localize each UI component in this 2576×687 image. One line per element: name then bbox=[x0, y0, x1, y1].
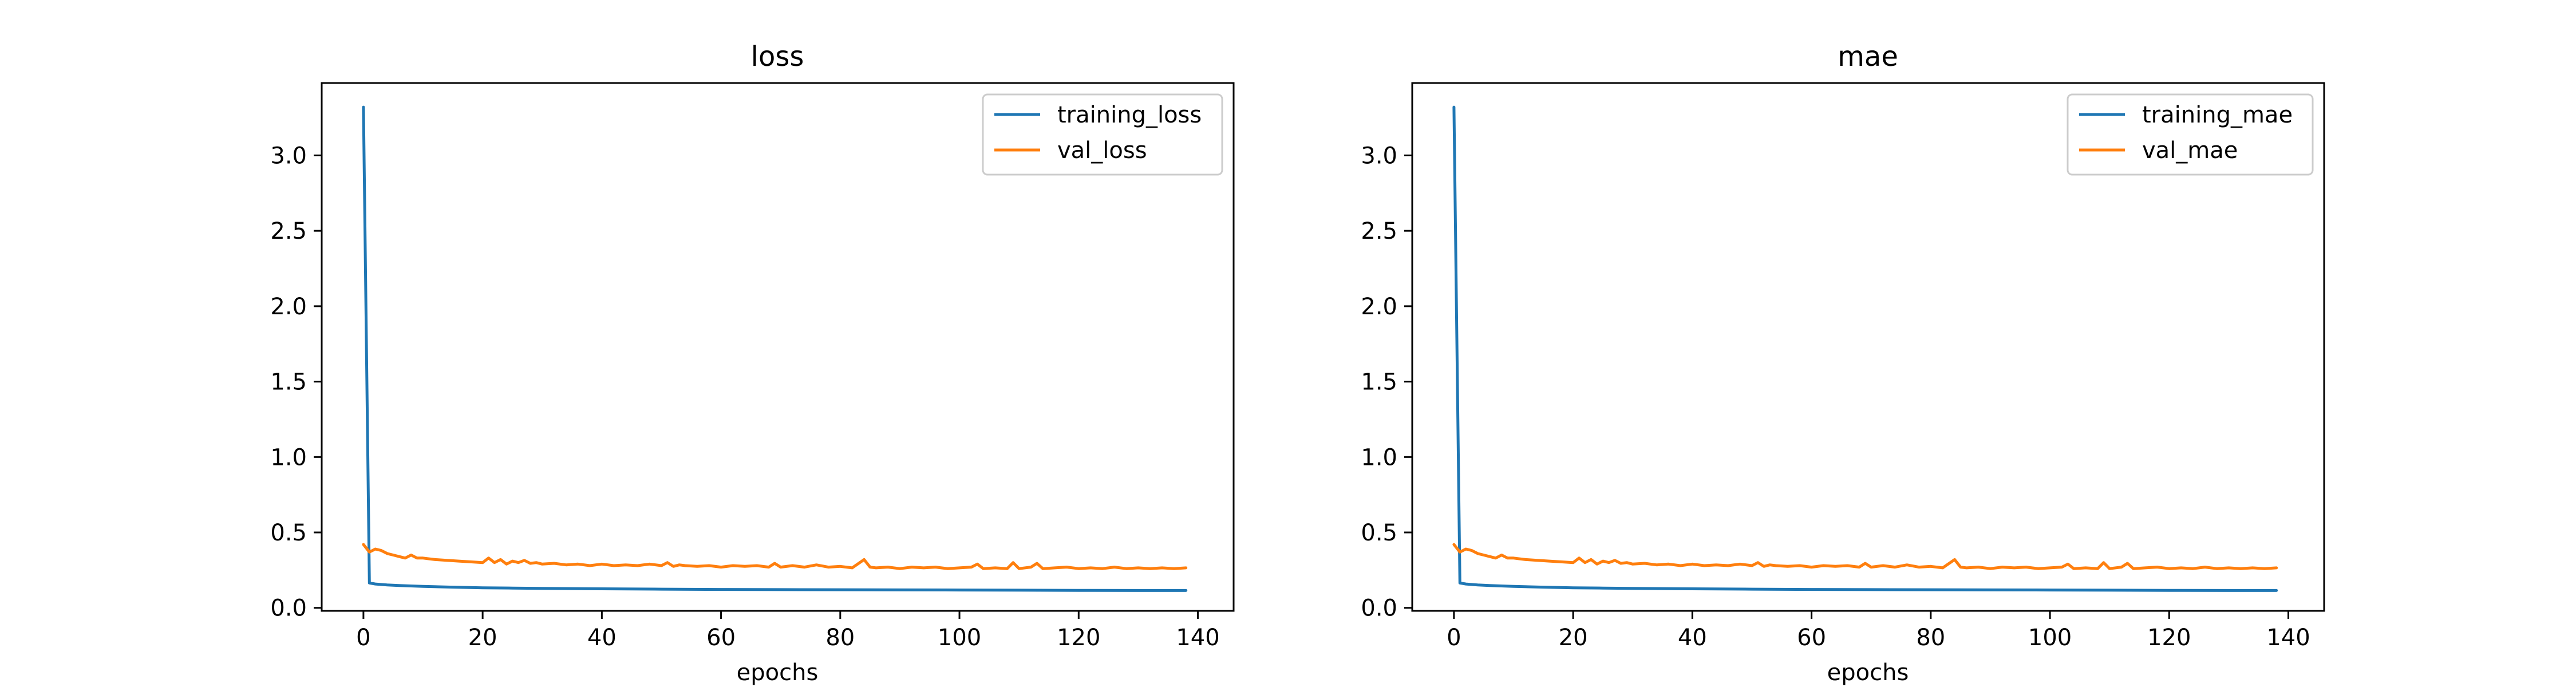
series-layer bbox=[362, 105, 1188, 592]
y-tick-label: 1.0 bbox=[270, 444, 307, 471]
series-line-val-loss bbox=[362, 543, 1188, 570]
chart-panel-loss: 0 20 40 60 80 100 120 140 0.0 0.5 1.0 1.5 2.0 2.5 3.0… bbox=[270, 41, 1235, 686]
x-tick-label: 0 bbox=[356, 625, 370, 651]
y-tick-label: 0.5 bbox=[270, 520, 307, 546]
y-tick-label: 2.5 bbox=[270, 218, 307, 244]
y-tick-label: 3.0 bbox=[270, 143, 307, 169]
x-tick-label: 0 bbox=[1447, 625, 1461, 651]
y-tick-label: 3.0 bbox=[1361, 143, 1397, 169]
y-tick-label: 1.0 bbox=[1361, 444, 1397, 471]
x-axis-ticks: 0 20 40 60 80 100 120 140 bbox=[356, 611, 1220, 651]
x-tick-label: 120 bbox=[1057, 625, 1100, 651]
x-tick-label: 60 bbox=[1797, 625, 1826, 651]
legend-label-training-loss: training_loss bbox=[1057, 102, 1202, 128]
plot-frame bbox=[1411, 82, 2325, 612]
x-tick-label: 100 bbox=[2028, 625, 2072, 651]
x-tick-label: 100 bbox=[938, 625, 981, 651]
chart-title: loss bbox=[751, 41, 804, 73]
y-axis-ticks: 0.0 0.5 1.0 1.5 2.0 2.5 3.0 bbox=[1361, 143, 1412, 622]
x-axis-ticks: 0 20 40 60 80 100 120 140 bbox=[1447, 611, 2310, 651]
y-tick-label: 0.5 bbox=[1361, 520, 1397, 546]
plot-frame bbox=[321, 82, 1235, 612]
x-tick-label: 40 bbox=[1678, 625, 1707, 651]
y-tick-label: 2.0 bbox=[270, 294, 307, 320]
y-tick-label: 2.0 bbox=[1361, 294, 1397, 320]
chart-title: mae bbox=[1838, 41, 1898, 73]
x-tick-label: 80 bbox=[825, 625, 855, 651]
x-tick-label: 120 bbox=[2147, 625, 2191, 651]
chart-panel-mae: 0 20 40 60 80 100 120 140 0.0 0.5 1.0 1.5 2.0 2.5 3.0… bbox=[1361, 41, 2325, 686]
legend-label-val-loss: val_loss bbox=[1057, 137, 1147, 164]
x-tick-label: 20 bbox=[1559, 625, 1588, 651]
x-tick-label: 140 bbox=[1176, 625, 1219, 651]
legend: training_mae val_mae bbox=[2067, 93, 2314, 176]
x-axis-label: epochs bbox=[1827, 660, 1909, 686]
legend-box bbox=[982, 93, 1223, 176]
y-tick-label: 0.0 bbox=[270, 595, 307, 622]
x-tick-label: 20 bbox=[468, 625, 497, 651]
legend-label-training-mae: training_mae bbox=[2142, 102, 2293, 128]
y-tick-label: 2.5 bbox=[1361, 218, 1397, 244]
legend-label-val-mae: val_mae bbox=[2142, 137, 2238, 164]
series-line-training-loss bbox=[362, 105, 1188, 592]
y-tick-label: 1.5 bbox=[270, 369, 307, 396]
y-tick-label: 1.5 bbox=[1361, 369, 1397, 396]
y-axis-ticks: 0.0 0.5 1.0 1.5 2.0 2.5 3.0 bbox=[270, 143, 322, 622]
series-line-val-mae bbox=[1452, 543, 2278, 570]
x-tick-label: 40 bbox=[587, 625, 617, 651]
y-tick-label: 0.0 bbox=[1361, 595, 1397, 622]
x-axis-label: epochs bbox=[737, 660, 819, 686]
x-tick-label: 140 bbox=[2266, 625, 2310, 651]
series-line-training-mae bbox=[1452, 105, 2278, 592]
x-tick-label: 60 bbox=[706, 625, 736, 651]
legend: training_loss val_loss bbox=[982, 93, 1223, 176]
series-layer bbox=[1452, 105, 2278, 592]
legend-box bbox=[2067, 93, 2314, 176]
x-tick-label: 80 bbox=[1916, 625, 1945, 651]
